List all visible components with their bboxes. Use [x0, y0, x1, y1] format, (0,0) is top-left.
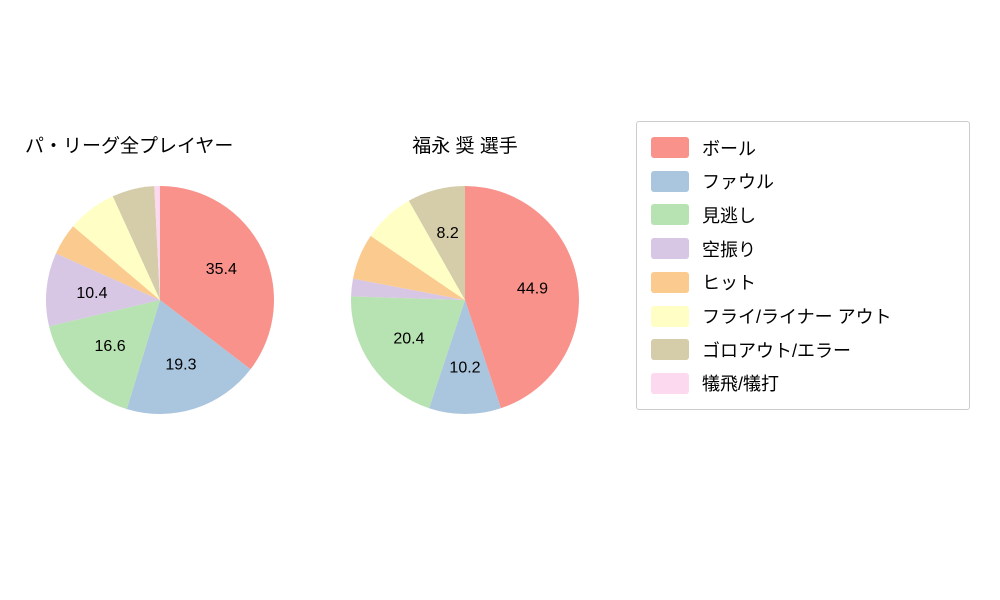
legend-item: ファウル: [651, 165, 969, 198]
legend-item: フライ/ライナー アウト: [651, 300, 969, 333]
legend-label: 空振り: [702, 239, 756, 260]
pie-slice-label: 35.4: [206, 261, 237, 278]
legend-item: ゴロアウト/エラー: [651, 333, 969, 366]
legend-label: 見逃し: [702, 205, 756, 226]
legend-item: 空振り: [651, 232, 969, 265]
pie-slice-label: 8.2: [436, 225, 458, 242]
pie-slice: [112, 186, 160, 300]
left-pie-title: パ・リーグ全プレイヤー: [25, 136, 234, 157]
pie-slice-label: 20.4: [393, 330, 424, 347]
pie-slice: [351, 278, 465, 300]
left-pie-chart: 35.4 19.3 16.6 10.4: [46, 185, 274, 415]
pie-slice: [465, 186, 580, 409]
legend-item: 犠飛/犠打: [651, 367, 969, 400]
legend-label: ヒット: [702, 273, 756, 294]
legend-swatch: [651, 305, 689, 327]
legend-swatch: [651, 271, 689, 293]
pie-slice: [370, 200, 465, 300]
legend-swatch: [651, 137, 689, 158]
legend-swatch: [651, 204, 689, 226]
pie-slice: [408, 186, 465, 300]
pie-slice-label: 44.9: [517, 280, 548, 297]
legend-swatch: [651, 372, 689, 394]
legend-item: 見逃し: [651, 198, 969, 231]
right-pie-chart: 44.9 10.2 20.4 8.2: [351, 186, 580, 415]
legend-swatch: [651, 339, 689, 361]
legend-label: フライ/ライナー アウト: [702, 307, 892, 328]
legend-label: ボール: [702, 138, 756, 159]
legend-label: 犠飛/犠打: [702, 374, 780, 395]
legend-label: ゴロアウト/エラー: [702, 340, 852, 361]
pie-slice: [154, 185, 160, 300]
legend-item: ヒット: [651, 266, 969, 299]
pie-slice-label: 10.2: [449, 360, 480, 377]
pie-slice: [49, 300, 160, 410]
legend-label: ファウル: [702, 172, 774, 193]
pie-slice-label: 19.3: [165, 356, 196, 373]
pie-slice: [160, 186, 274, 370]
legend-swatch: [651, 238, 689, 260]
pie-slice: [46, 253, 160, 327]
pie-slice-label: 10.4: [76, 285, 107, 302]
pie-slice: [126, 300, 251, 415]
pie-slice-label: 16.6: [95, 338, 126, 355]
pie-slice: [55, 226, 161, 300]
pie-slice: [429, 300, 501, 415]
right-pie-title: 福永 奨 選手: [412, 136, 518, 157]
pie-slice: [351, 296, 465, 409]
legend: ボールファウル見逃し空振りヒットフライ/ライナー アウト ゴロアウト/エラー 犠飛/…: [636, 121, 970, 410]
pie-slice: [73, 196, 160, 300]
legend-item: ボール: [651, 131, 969, 164]
legend-swatch: [651, 170, 689, 192]
